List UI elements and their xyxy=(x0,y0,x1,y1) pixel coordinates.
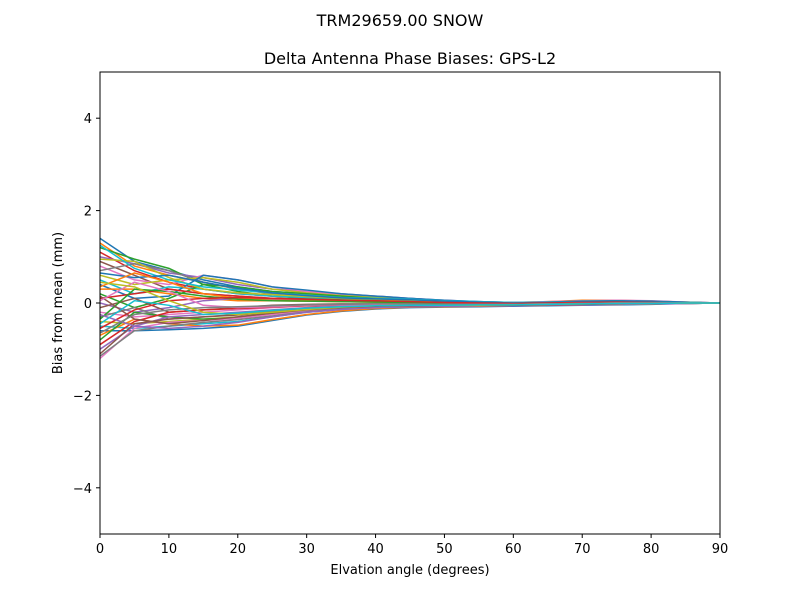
series-line-40 xyxy=(100,299,720,325)
x-tick-label: 50 xyxy=(436,542,453,557)
y-tick-label: −4 xyxy=(73,482,92,497)
y-tick-label: 2 xyxy=(84,205,92,220)
x-tick-label: 10 xyxy=(161,542,178,557)
x-axis: 0 10 20 30 40 50 60 70 80 90 xyxy=(96,534,728,557)
chart-suptitle: TRM29659.00 SNOW xyxy=(316,11,484,30)
x-tick-label: 30 xyxy=(298,542,315,557)
x-axis-label: Elvation angle (degrees) xyxy=(330,563,489,578)
x-tick-label: 40 xyxy=(367,542,384,557)
series-line-1 xyxy=(100,237,720,304)
x-tick-label: 0 xyxy=(96,542,104,557)
y-tick-label: −2 xyxy=(73,389,92,404)
x-tick-label: 20 xyxy=(230,542,247,557)
chart-title: Delta Antenna Phase Biases: GPS-L2 xyxy=(264,49,556,68)
x-tick-label: 90 xyxy=(712,542,729,557)
y-tick-label: 0 xyxy=(84,297,92,312)
y-axis: 4 2 0 −2 −4 xyxy=(73,112,100,497)
series-layer xyxy=(100,237,720,360)
x-tick-label: 70 xyxy=(574,542,591,557)
x-tick-label: 80 xyxy=(643,542,660,557)
x-tick-label: 60 xyxy=(505,542,522,557)
y-axis-label: Bias from mean (mm) xyxy=(51,232,66,374)
series-line-31 xyxy=(100,272,720,304)
series-line-34 xyxy=(100,296,720,330)
y-tick-label: 4 xyxy=(84,112,92,127)
